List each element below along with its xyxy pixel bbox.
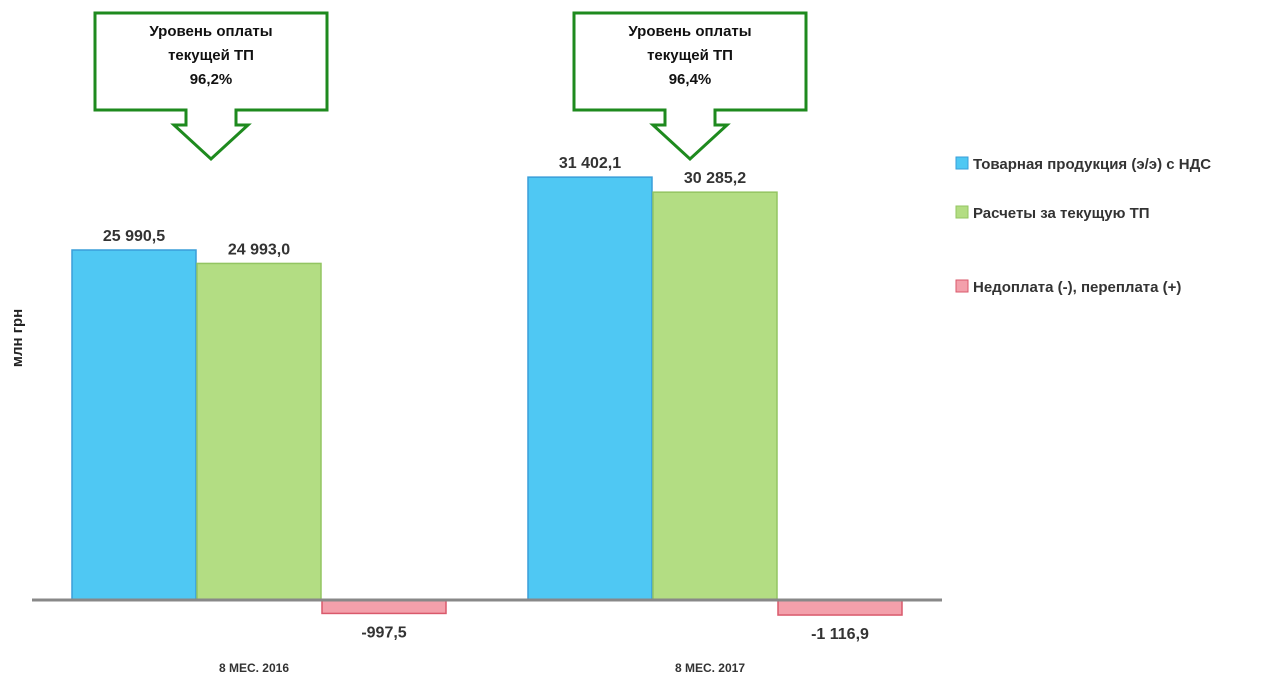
legend-swatch: [955, 205, 969, 219]
bar-series2-cat1: [196, 262, 322, 601]
callout-text-line-2: текущей ТП: [647, 47, 733, 64]
callout-1: Уровень оплаты текущей ТП 96,2%: [93, 11, 329, 162]
bar-series2-cat2: [652, 191, 778, 601]
callout-2: Уровень оплаты текущей ТП 96,4%: [572, 11, 808, 162]
callout-text-line-3: 96,4%: [669, 71, 712, 88]
category-label-1: 8 МЕС. 2016: [219, 661, 289, 675]
category-label-2: 8 МЕС. 2017: [675, 661, 745, 675]
callout-arrow-shape: [93, 11, 329, 162]
bar-labels-layer: 25 990,5 24 993,0 -997,5 31 402,1 30 285,2 -1…: [103, 155, 869, 643]
callout-text-line-1: Уровень оплаты: [149, 23, 272, 40]
legend-label: Расчеты за текущую ТП: [973, 205, 1150, 222]
bars-layer: [71, 176, 903, 616]
callout-text-line-1: Уровень оплаты: [628, 23, 751, 40]
legend-item-2: Расчеты за текущую ТП: [955, 205, 1150, 222]
y-axis-label: млн грн: [9, 309, 26, 367]
legend-label: Товарная продукция (э/э) с НДС: [973, 156, 1211, 173]
bar-series1-cat2: [527, 176, 653, 601]
callout-arrow-shape: [572, 11, 808, 162]
legend: Товарная продукция (э/э) с НДС Расчеты за…: [955, 156, 1211, 296]
data-label-series1-cat2: 31 402,1: [559, 155, 621, 172]
legend-item-1: Товарная продукция (э/э) с НДС: [955, 156, 1211, 173]
callout-text-line-3: 96,2%: [190, 71, 233, 88]
bar-series3-cat1: [321, 599, 447, 615]
category-labels-layer: 8 МЕС. 2016 8 МЕС. 2017: [219, 661, 745, 675]
legend-item-3: Недоплата (-), переплата (+): [955, 279, 1181, 296]
data-label-series2-cat2: 30 285,2: [684, 170, 746, 187]
data-label-series3-cat2: -1 116,9: [811, 626, 869, 643]
data-label-series3-cat1: -997,5: [361, 624, 406, 641]
bar-series3-cat2: [777, 599, 903, 616]
legend-label: Недоплата (-), переплата (+): [973, 279, 1181, 296]
bar-series1-cat1: [71, 249, 197, 601]
data-label-series2-cat1: 24 993,0: [228, 241, 290, 258]
legend-swatch: [955, 279, 969, 293]
data-label-series1-cat1: 25 990,5: [103, 228, 165, 245]
callout-text-line-2: текущей ТП: [168, 47, 254, 64]
legend-swatch: [955, 156, 969, 170]
